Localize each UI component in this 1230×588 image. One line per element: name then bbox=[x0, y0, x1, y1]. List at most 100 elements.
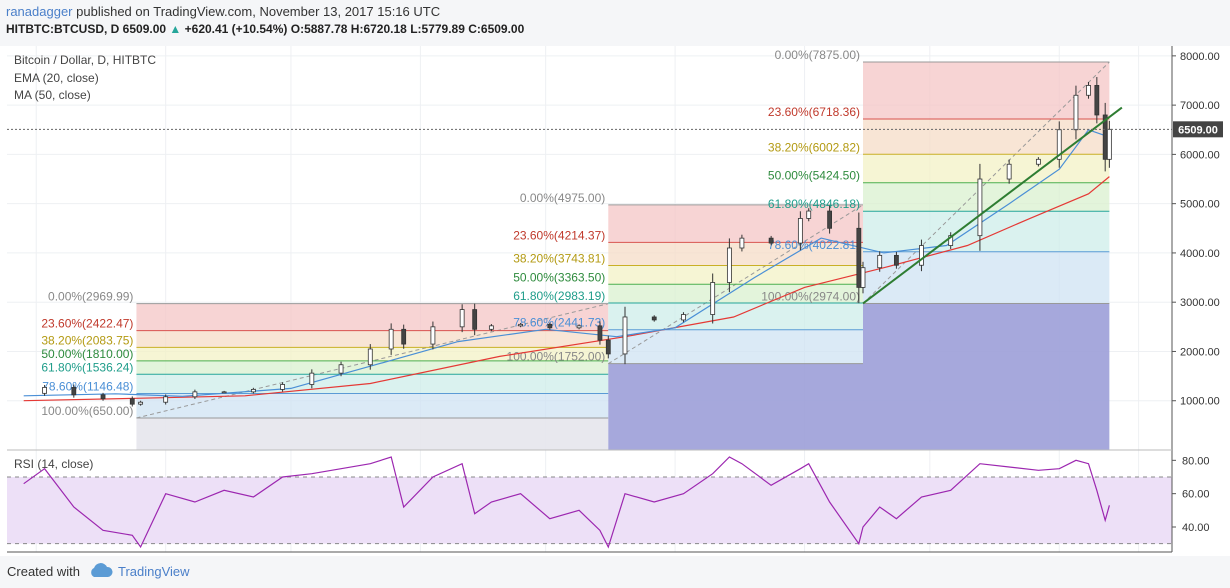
up-arrow-icon: ▲ bbox=[169, 22, 182, 36]
fib-zone bbox=[863, 62, 1110, 119]
symbol-info: HITBTC:BTCUSD, D 6509.00 ▲ +620.41 (+10.… bbox=[6, 22, 524, 36]
y-tick-label: 4000.00 bbox=[1180, 248, 1220, 260]
candle-body bbox=[797, 218, 803, 244]
publish-info: ranadagger published on TradingView.com,… bbox=[6, 4, 440, 19]
candle-body bbox=[309, 372, 315, 385]
fib-level-label: 50.00%(5424.50) bbox=[768, 169, 860, 183]
fib-level-label: 50.00%(1810.00) bbox=[41, 347, 133, 361]
candle-body bbox=[459, 309, 465, 328]
candle-body bbox=[42, 387, 47, 394]
candle-body bbox=[100, 394, 106, 400]
chart-header: ranadagger published on TradingView.com,… bbox=[0, 0, 1230, 46]
candle-body bbox=[1094, 85, 1100, 116]
fib-zone bbox=[608, 204, 864, 243]
fib-diagonal bbox=[862, 61, 1110, 304]
fib-zone bbox=[136, 417, 609, 450]
candle-body bbox=[401, 328, 407, 345]
candle-body bbox=[806, 210, 812, 219]
candle-body bbox=[827, 210, 832, 229]
last-price-label: 6509.00 bbox=[1178, 124, 1218, 136]
tradingview-link[interactable]: TradingView bbox=[118, 564, 190, 579]
candle-body bbox=[1006, 163, 1012, 180]
fib-zone bbox=[863, 303, 1110, 450]
author-link[interactable]: ranadagger bbox=[6, 4, 73, 19]
fib-level-label: 61.80%(1536.24) bbox=[41, 360, 133, 374]
fib-level-label: 0.00%(7875.00) bbox=[775, 48, 860, 62]
price-change: +620.41 (+10.54%) bbox=[184, 22, 288, 36]
publish-text: published on TradingView.com, November 1… bbox=[76, 4, 441, 19]
y-tick-label: 6000.00 bbox=[1180, 149, 1220, 161]
y-tick-label: 1000.00 bbox=[1180, 396, 1220, 408]
y-tick-label: 8000.00 bbox=[1180, 51, 1220, 63]
candle-body bbox=[430, 326, 436, 345]
fib-zone bbox=[608, 265, 864, 285]
candle-body bbox=[576, 325, 582, 329]
candle-body bbox=[651, 316, 657, 321]
fib-zone bbox=[608, 363, 864, 450]
open-value: O:5887.78 bbox=[290, 22, 348, 36]
ma-50-line bbox=[23, 176, 1110, 402]
fib-zone bbox=[136, 330, 609, 348]
candle-body bbox=[1086, 85, 1091, 96]
fib-level-label: 50.00%(3363.50) bbox=[513, 270, 605, 284]
symbol-label: HITBTC:BTCUSD, D bbox=[6, 22, 120, 36]
candle-body bbox=[894, 254, 899, 266]
candle-body bbox=[138, 401, 144, 405]
y-tick-label: 3000.00 bbox=[1180, 297, 1220, 309]
fib-zone bbox=[863, 251, 1110, 304]
candle-body bbox=[388, 328, 394, 350]
rsi-y-tick-label: 60.00 bbox=[1182, 489, 1210, 501]
candle-body bbox=[129, 398, 135, 405]
fib-zone bbox=[608, 329, 864, 364]
fib-zone bbox=[863, 118, 1110, 155]
created-with-text: Created with bbox=[7, 564, 80, 579]
low-value: L:5779.89 bbox=[410, 22, 465, 36]
candle-body bbox=[280, 384, 285, 390]
fib-zone bbox=[863, 211, 1110, 252]
price-value: 6509.00 bbox=[122, 22, 167, 36]
high-value: H:6720.18 bbox=[350, 22, 407, 36]
candle-body bbox=[622, 316, 628, 355]
fib-level-label: 100.00%(2974.00) bbox=[761, 289, 860, 303]
last-price-tag bbox=[1173, 121, 1223, 138]
close-value: C:6509.00 bbox=[468, 22, 525, 36]
fib-level-label: 38.20%(6002.82) bbox=[768, 140, 860, 154]
y-tick-label: 7000.00 bbox=[1180, 100, 1220, 112]
candle-body bbox=[488, 325, 494, 330]
candle-body bbox=[710, 282, 716, 315]
candle-body bbox=[163, 396, 169, 403]
price-chart[interactable]: 0.00%(2969.99) 23.60%(2422.47) 38.20%(2083… bbox=[0, 46, 1230, 556]
candle-body bbox=[948, 235, 954, 246]
fib-level-label: 100.00%(650.00) bbox=[41, 404, 133, 418]
fib-level-label: 0.00%(4975.00) bbox=[520, 191, 605, 205]
trendline bbox=[862, 106, 1123, 305]
fib-level-label: 23.60%(2422.47) bbox=[41, 317, 133, 331]
fib-level-label: 100.00%(1752.00) bbox=[507, 350, 606, 364]
y-tick-label: 5000.00 bbox=[1180, 199, 1220, 211]
candle-body bbox=[977, 178, 983, 237]
fib-level-label: 38.20%(3743.81) bbox=[513, 252, 605, 266]
candle-body bbox=[367, 348, 373, 366]
fib-level-label: 78.60%(2441.73) bbox=[513, 316, 605, 330]
candle-body bbox=[681, 314, 686, 321]
candle-body bbox=[605, 339, 611, 355]
ema-legend[interactable]: EMA (20, close) bbox=[14, 71, 99, 85]
y-tick-label: 2000.00 bbox=[1180, 346, 1220, 358]
fib-level-label: 61.80%(2983.19) bbox=[513, 289, 605, 303]
candle-body bbox=[1035, 158, 1041, 165]
candle-body bbox=[547, 323, 553, 329]
fib-level-label: 78.60%(4022.81) bbox=[768, 238, 860, 252]
rsi-legend[interactable]: RSI (14, close) bbox=[14, 457, 94, 471]
candle-body bbox=[221, 391, 227, 394]
rsi-band-fill bbox=[7, 477, 1172, 544]
fib-diagonal bbox=[136, 303, 609, 419]
candle-body bbox=[518, 323, 524, 327]
fib-level-label: 61.80%(4846.18) bbox=[768, 197, 860, 211]
candle-body bbox=[250, 388, 256, 393]
candle-body bbox=[726, 247, 732, 283]
ma-legend[interactable]: MA (50, close) bbox=[14, 88, 91, 102]
rsi-y-tick-label: 40.00 bbox=[1182, 522, 1210, 534]
candle-body bbox=[192, 391, 198, 398]
candle-body bbox=[877, 254, 883, 269]
fib-zone bbox=[136, 374, 609, 394]
